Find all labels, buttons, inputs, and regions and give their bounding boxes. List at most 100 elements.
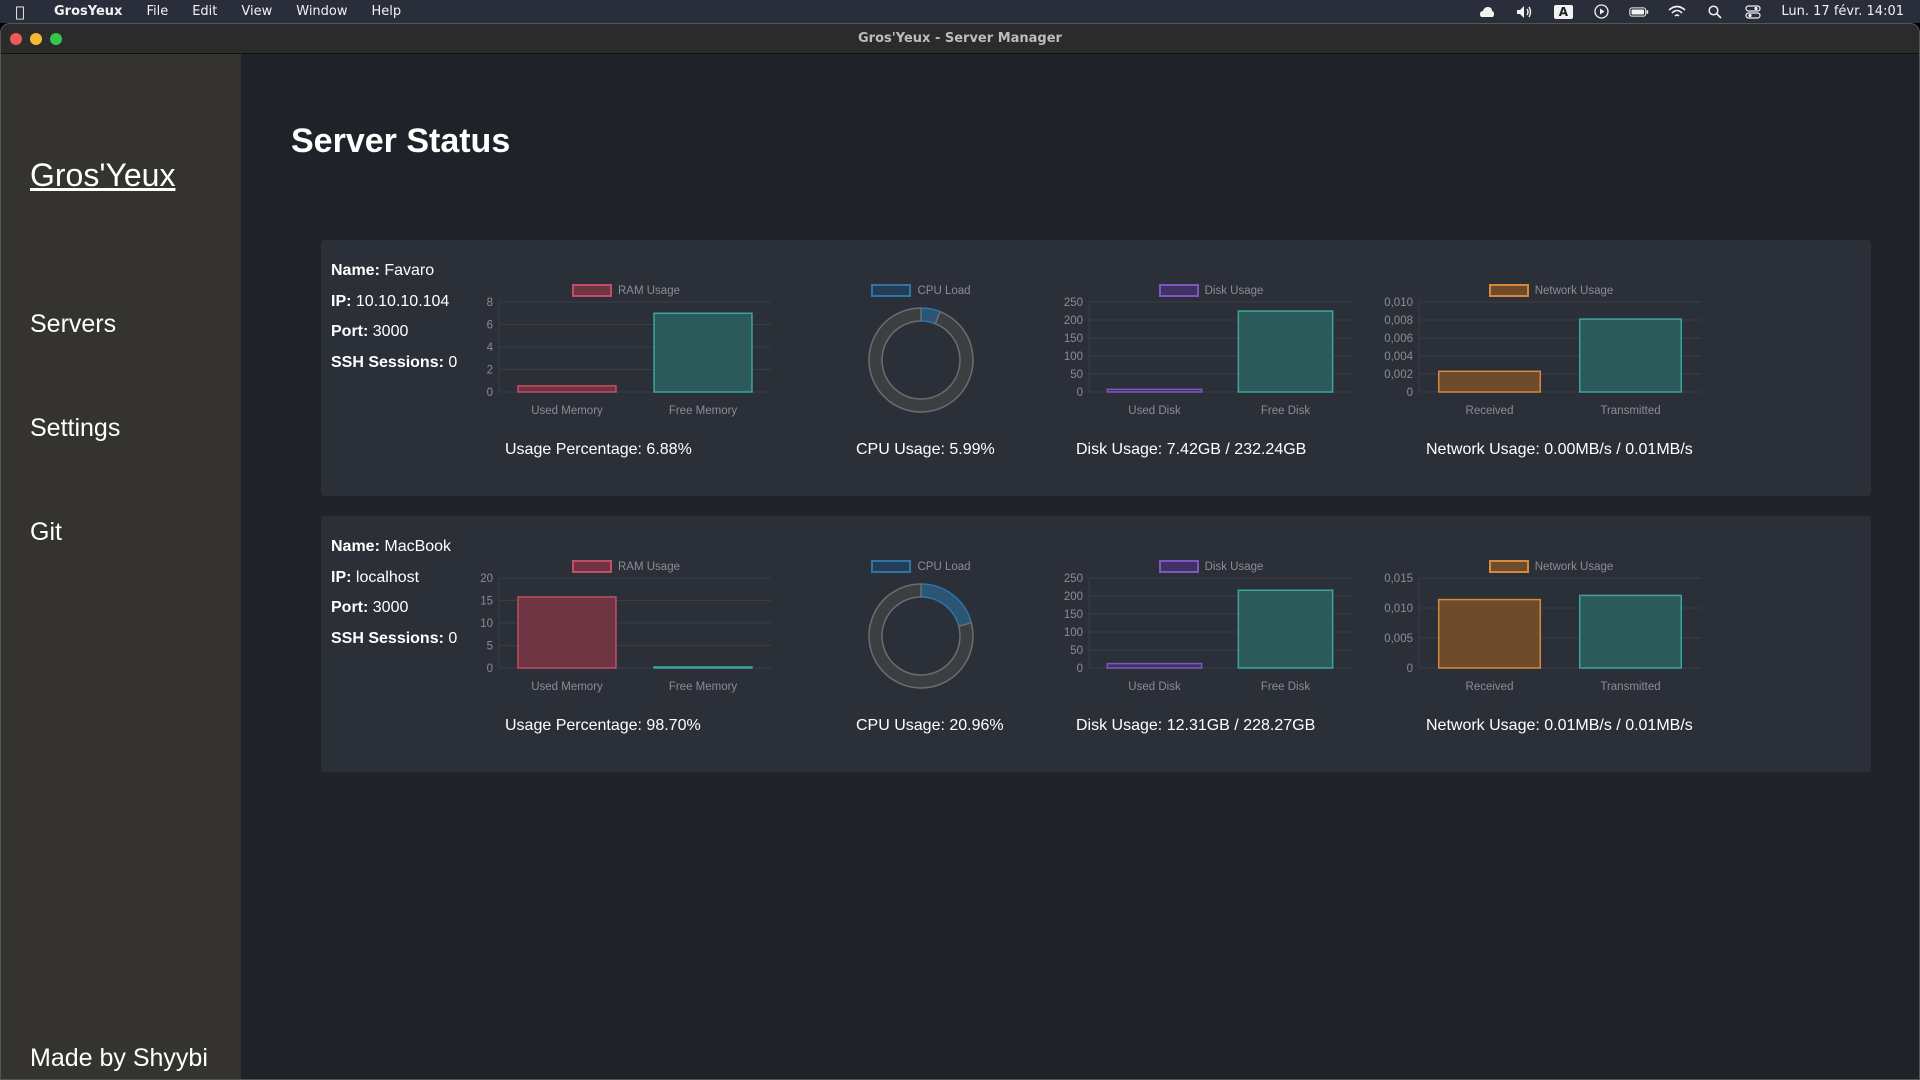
legend-label: RAM Usage xyxy=(618,560,680,573)
bar[interactable] xyxy=(1237,310,1334,393)
server-port: 3000 xyxy=(372,323,409,340)
server-ip: 10.10.10.104 xyxy=(355,292,450,310)
cpu-slice[interactable] xyxy=(920,583,973,628)
server-name-row: Name: MacBook xyxy=(331,532,457,563)
menu-clock[interactable]: Lun. 17 févr. 14:01 xyxy=(1781,4,1904,19)
menu-edit[interactable]: Edit xyxy=(192,4,218,19)
chart-legend[interactable]: Disk Usage xyxy=(1061,284,1361,297)
control-center-icon[interactable] xyxy=(1743,4,1763,20)
menu-window[interactable]: Window xyxy=(296,4,348,19)
chart-legend[interactable]: Network Usage xyxy=(1391,560,1711,573)
sidebar-brand-link[interactable]: Gros'Yeux xyxy=(30,157,176,193)
chart-legend[interactable]: CPU Load xyxy=(841,560,1001,573)
menu-file[interactable]: File xyxy=(146,4,169,19)
chart-legend[interactable]: Network Usage xyxy=(1391,284,1711,297)
bar[interactable] xyxy=(517,596,617,669)
ip-label: IP: xyxy=(331,292,352,310)
cpu-slice[interactable] xyxy=(868,307,974,413)
y-tick-label: 0 xyxy=(1077,663,1083,675)
y-tick-label: 5 xyxy=(487,641,493,653)
x-tick-label: Used Disk xyxy=(1128,405,1181,417)
chart-legend[interactable]: Disk Usage xyxy=(1061,560,1361,573)
bar[interactable] xyxy=(1106,388,1203,393)
bar[interactable] xyxy=(1237,589,1334,669)
legend-swatch xyxy=(572,284,612,297)
x-tick-label: Used Memory xyxy=(531,405,603,417)
legend-label: CPU Load xyxy=(917,284,971,297)
bar[interactable] xyxy=(1437,370,1542,393)
y-tick-label: 0,004 xyxy=(1384,351,1413,363)
y-tick-label: 0,010 xyxy=(1384,603,1413,615)
y-tick-label: 8 xyxy=(487,297,493,309)
y-tick-label: 200 xyxy=(1064,591,1083,603)
app-window: Gros'Yeux - Server Manager Gros'Yeux Ser… xyxy=(0,23,1920,1080)
legend-label: RAM Usage xyxy=(618,284,680,297)
server-card: Name: MacBook IP: localhost Port: 3000 S… xyxy=(321,516,1871,772)
server-ip: localhost xyxy=(355,568,420,586)
search-icon[interactable] xyxy=(1705,4,1725,20)
menu-view[interactable]: View xyxy=(241,4,273,19)
server-card: Name: Favaro IP: 10.10.10.104 Port: 3000… xyxy=(321,240,1871,496)
volume-icon[interactable] xyxy=(1515,4,1535,20)
x-tick-label: Free Disk xyxy=(1261,681,1310,693)
sidebar-item-git[interactable]: Git xyxy=(30,518,62,546)
server-info: Name: Favaro IP: 10.10.10.104 Port: 3000… xyxy=(331,256,457,378)
y-tick-label: 0,002 xyxy=(1384,369,1413,381)
wifi-icon[interactable] xyxy=(1667,4,1687,20)
server-ip-row: IP: 10.10.10.104 xyxy=(331,287,457,318)
zoom-window-button[interactable] xyxy=(50,33,62,45)
play-icon[interactable] xyxy=(1591,4,1611,20)
close-window-button[interactable] xyxy=(10,33,22,45)
bar[interactable] xyxy=(653,666,753,669)
y-tick-label: 0 xyxy=(1407,387,1413,399)
bar[interactable] xyxy=(1578,318,1683,393)
cpu-slice[interactable] xyxy=(868,583,974,689)
title-bar[interactable]: Gros'Yeux - Server Manager xyxy=(1,24,1919,54)
network-usage-chart: Network Usage 0 0,002 0,004 0,006 0,008 0,010… xyxy=(1384,284,1711,484)
bar[interactable] xyxy=(517,385,617,393)
x-tick-label: Transmitted xyxy=(1600,405,1660,417)
sidebar: Gros'Yeux Servers Settings Git Made by S… xyxy=(1,54,241,1079)
y-tick-label: 0 xyxy=(1077,387,1083,399)
x-tick-label: Received xyxy=(1466,681,1514,693)
bar[interactable] xyxy=(1578,594,1683,669)
legend-swatch xyxy=(871,560,912,573)
input-source-icon[interactable]: A xyxy=(1553,4,1574,20)
y-tick-label: 4 xyxy=(487,342,494,354)
legend-label: Disk Usage xyxy=(1204,284,1264,297)
y-tick-label: 150 xyxy=(1064,333,1083,345)
chart-legend[interactable]: RAM Usage xyxy=(471,560,781,573)
sidebar-item-servers[interactable]: Servers xyxy=(30,310,117,338)
server-name: Favaro xyxy=(384,262,435,279)
disk-usage-chart: Disk Usage 0 50 100 150 200 250 Used Disk Free … xyxy=(1061,284,1361,484)
bar[interactable] xyxy=(1106,662,1203,669)
network-usage-bars: 0 0,002 0,004 0,006 0,008 0,010 Received Transm… xyxy=(1384,297,1701,417)
ssh-label: SSH Sessions: xyxy=(331,353,444,371)
menu-help[interactable]: Help xyxy=(371,4,402,19)
chart-legend[interactable]: RAM Usage xyxy=(471,284,781,297)
menu-app-name[interactable]: GrosYeux xyxy=(54,4,123,19)
cloud-sync-icon[interactable] xyxy=(1477,4,1497,20)
bar[interactable] xyxy=(1437,598,1542,669)
legend-label: Network Usage xyxy=(1534,284,1614,297)
y-tick-label: 0 xyxy=(487,387,493,399)
y-tick-label: 0 xyxy=(1407,663,1413,675)
chart-legend[interactable]: CPU Load xyxy=(841,284,1001,297)
y-tick-label: 50 xyxy=(1070,645,1083,657)
network-usage-caption: Network Usage: 0.00MB/s / 0.01MB/s xyxy=(1426,441,1693,458)
apple-icon[interactable]:  xyxy=(0,3,40,21)
y-tick-label: 100 xyxy=(1064,627,1083,639)
server-port-row: Port: 3000 xyxy=(331,317,457,348)
minimize-window-button[interactable] xyxy=(30,33,42,45)
y-tick-label: 20 xyxy=(480,573,493,585)
window-title: Gros'Yeux - Server Manager xyxy=(858,31,1062,46)
port-label: Port: xyxy=(331,323,369,340)
legend-swatch xyxy=(1158,560,1199,573)
network-usage-caption: Network Usage: 0.01MB/s / 0.01MB/s xyxy=(1426,717,1693,734)
battery-icon[interactable] xyxy=(1629,4,1649,20)
bar[interactable] xyxy=(653,312,753,393)
sidebar-item-settings[interactable]: Settings xyxy=(30,414,121,442)
ram-usage-bars: 0 5 10 15 20 Used Memory Free Memory xyxy=(480,573,771,693)
y-tick-label: 200 xyxy=(1064,315,1083,327)
server-ssh-row: SSH Sessions: 0 xyxy=(331,348,457,379)
